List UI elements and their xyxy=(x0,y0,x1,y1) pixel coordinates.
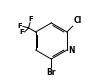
Text: Br: Br xyxy=(47,68,56,77)
Text: F: F xyxy=(17,23,22,29)
Text: F: F xyxy=(29,15,33,21)
Text: Cl: Cl xyxy=(74,16,82,25)
Text: F: F xyxy=(19,29,24,35)
Text: N: N xyxy=(68,46,75,55)
